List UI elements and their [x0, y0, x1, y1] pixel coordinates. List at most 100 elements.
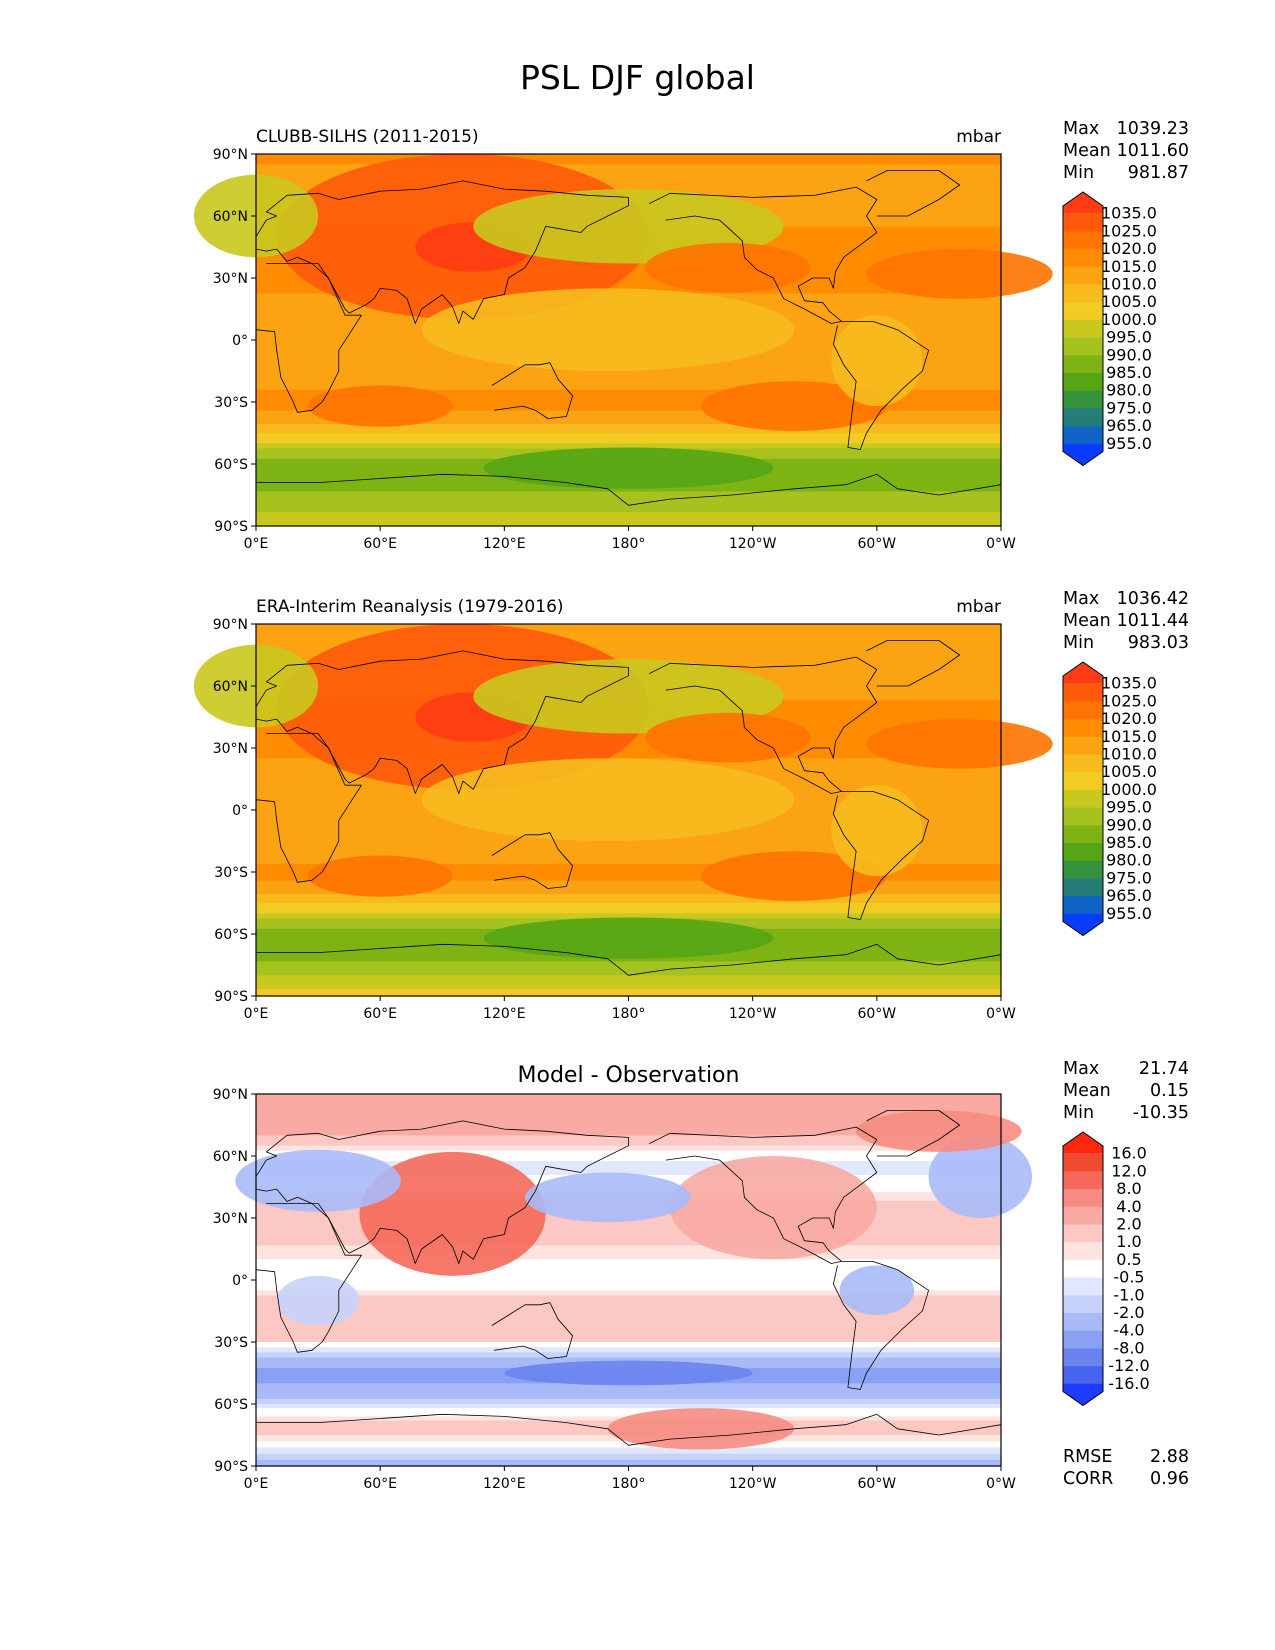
lon-tick-label: 60°W: [857, 1006, 896, 1022]
field-band: [256, 1238, 1001, 1247]
figure-title: PSL DJF global: [520, 58, 755, 97]
field-band: [256, 1398, 1001, 1405]
colorbar-segment: [1063, 266, 1103, 285]
colorbar-segment: [1063, 754, 1103, 773]
field-band: [256, 1218, 1001, 1226]
field-band: [256, 179, 1001, 186]
colorbar-tick-label: -16.0: [1108, 1374, 1149, 1393]
field-band: [256, 433, 1001, 439]
field-band: [256, 1352, 1001, 1359]
colorbar-outline: [1062, 661, 1104, 937]
field-band: [256, 1447, 1001, 1455]
lat-tick-label: 30°S: [214, 865, 248, 881]
field-band: [256, 428, 1001, 434]
coastline: [255, 1203, 362, 1353]
lat-tick-label: 90°N: [213, 617, 248, 633]
lon-tick-label: 0°W: [986, 1006, 1016, 1022]
colorbar-segment: [1063, 1242, 1103, 1261]
lon-tick-label: 120°W: [729, 1476, 777, 1492]
colorbar-tick-label: 1005.0: [1101, 292, 1157, 311]
colorbar-outline: [1062, 1131, 1104, 1407]
colorbar-tick-label: 4.0: [1116, 1197, 1141, 1216]
field-band: [256, 1231, 1001, 1240]
coastline: [649, 656, 878, 794]
lon-tick-label: 0°E: [244, 1006, 269, 1022]
colorbar: 1035.01025.01020.01015.01010.01005.01000…: [1062, 661, 1157, 937]
field-band: [256, 975, 1001, 983]
lon-tick-label: 60°E: [363, 1006, 397, 1022]
coastline: [833, 321, 929, 450]
lat-tick-label: 90°S: [214, 989, 248, 1005]
field-band: [256, 415, 1001, 421]
field-band: [256, 655, 1001, 661]
field-band: [256, 748, 1001, 754]
colorbar-extend-min: [1063, 443, 1103, 466]
lon-tick-label: 0°W: [986, 1476, 1016, 1492]
colorbar-segment: [1063, 408, 1103, 427]
colorbar-segment: [1063, 231, 1103, 250]
field-blob: [645, 242, 811, 293]
lat-tick-label: 60°N: [213, 679, 248, 695]
panel-title: ERA-Interim Reanalysis (1979-2016): [256, 597, 564, 617]
colorbar-segment: [1063, 719, 1103, 738]
field-band: [256, 1280, 1001, 1286]
colorbar-tick-label: 1000.0: [1101, 310, 1157, 329]
coastlines: [255, 170, 1002, 527]
lat-tick-label: 60°S: [214, 457, 248, 473]
field-band: [256, 1326, 1001, 1333]
field-band: [256, 1290, 1001, 1297]
stat-value: 0.96: [1150, 1469, 1189, 1489]
field-band: [256, 1453, 1001, 1461]
field-blob: [504, 1360, 753, 1386]
colorbar-segment: [1063, 1189, 1103, 1208]
field-blob: [359, 1151, 546, 1276]
colorbar-tick-label: 1005.0: [1101, 762, 1157, 781]
stat-label: CORR: [1063, 1469, 1113, 1489]
colorbar-segment: [1063, 355, 1103, 374]
field-blob: [866, 249, 1053, 299]
colorbar-tick-label: -8.0: [1113, 1338, 1144, 1357]
stat-value: 1011.44: [1117, 611, 1189, 631]
stat-value: 21.74: [1139, 1059, 1189, 1079]
panel-title: CLUBB-SILHS (2011-2015): [256, 127, 479, 147]
field-band: [256, 913, 1001, 920]
field-band: [256, 1094, 1001, 1102]
colorbar-tick-label: 8.0: [1116, 1179, 1141, 1198]
field-blob: [307, 855, 453, 897]
field-band: [256, 154, 1001, 160]
colorbar-extend-max: [1063, 192, 1103, 214]
colorbar-segment: [1063, 896, 1103, 915]
field-band: [256, 424, 1001, 430]
colorbar-tick-label: 975.0: [1106, 398, 1152, 417]
field-band: [256, 903, 1001, 909]
field-band: [256, 1357, 1001, 1364]
field-band: [256, 872, 1001, 877]
field-band: [256, 1441, 1001, 1448]
colorbar-segment: [1063, 1171, 1103, 1190]
field-band: [256, 1412, 1001, 1417]
field-band: [256, 876, 1001, 882]
field-band: [256, 1316, 1001, 1322]
field-band: [256, 1150, 1001, 1157]
field-band: [256, 649, 1001, 656]
field-band: [256, 505, 1001, 513]
colorbar-segment: [1063, 1295, 1103, 1314]
colorbar-segment: [1063, 337, 1103, 356]
field-band: [256, 389, 1001, 395]
colorbar-extend-min: [1063, 1383, 1103, 1406]
colorbar-tick-label: 1000.0: [1101, 780, 1157, 799]
field-band: [256, 624, 1001, 630]
field-band: [256, 1245, 1001, 1254]
stat-value: 1036.42: [1117, 589, 1189, 609]
colorbar-tick-label: 12.0: [1111, 1161, 1147, 1180]
field-band: [256, 402, 1001, 407]
stat-label: Min: [1063, 1103, 1094, 1123]
field-band: [256, 885, 1001, 891]
colorbar-tick-label: 0.5: [1116, 1250, 1141, 1269]
lon-tick-label: 0°E: [244, 536, 269, 552]
coastline: [649, 186, 878, 324]
field-blob: [645, 712, 811, 763]
units-label: mbar: [956, 127, 1001, 147]
field-band: [256, 1393, 1001, 1400]
lon-tick-label: 0°W: [986, 536, 1016, 552]
